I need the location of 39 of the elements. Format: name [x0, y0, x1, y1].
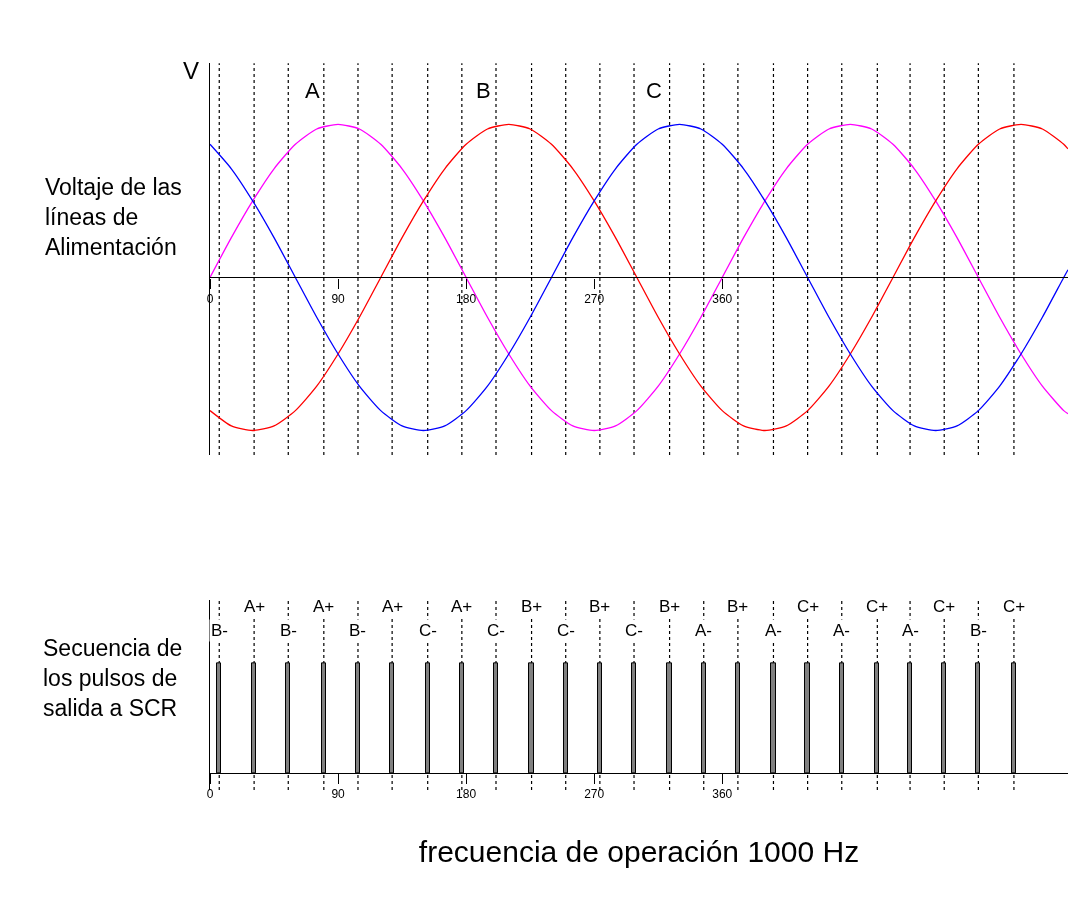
x-tick-label: 180 — [456, 787, 477, 802]
series-label: C — [646, 78, 662, 103]
series-label: B — [476, 78, 491, 103]
annotation: B- — [970, 621, 987, 640]
annotation: C+ — [866, 597, 889, 616]
annotation: C- — [419, 621, 437, 640]
annotation: A+ — [244, 597, 266, 616]
annotation: A- — [765, 621, 782, 640]
annotation: C+ — [933, 597, 956, 616]
annotation: C- — [487, 621, 505, 640]
annotation: C+ — [1003, 597, 1026, 616]
annotation: B+ — [589, 597, 611, 616]
annotation: A- — [833, 621, 850, 640]
annotation: B- — [211, 621, 228, 640]
annotation: A+ — [451, 597, 473, 616]
y-axis-title: Secuencia de los pulsos de salida a SCR — [43, 635, 183, 721]
annotation: A- — [902, 621, 919, 640]
annotation: C- — [557, 621, 575, 640]
annotation: A- — [695, 621, 712, 640]
series-label: A — [305, 78, 320, 103]
annotation: C- — [625, 621, 643, 640]
y-axis-title: Voltaje de las líneas de Alimentación — [45, 174, 182, 260]
text: V — [183, 57, 200, 84]
annotation: A+ — [313, 597, 335, 616]
annotation: C+ — [797, 597, 820, 616]
annotation: B+ — [659, 597, 681, 616]
annotation: B- — [349, 621, 366, 640]
annotation: B+ — [521, 597, 543, 616]
annotation: B+ — [727, 597, 749, 616]
annotation: B- — [280, 621, 297, 640]
x-tick-label: 360 — [712, 787, 733, 802]
x-axis-title: frecuencia de operación 1000 Hz — [418, 834, 860, 868]
x-tick-label: 270 — [584, 787, 605, 802]
annotation: A+ — [382, 597, 404, 616]
x-tick-label: 180 — [456, 291, 477, 306]
x-tick-label: 270 — [584, 291, 605, 306]
x-tick-label: 90 — [331, 291, 346, 306]
x-tick-label: 360 — [712, 291, 733, 306]
x-tick-label: 90 — [331, 787, 346, 802]
